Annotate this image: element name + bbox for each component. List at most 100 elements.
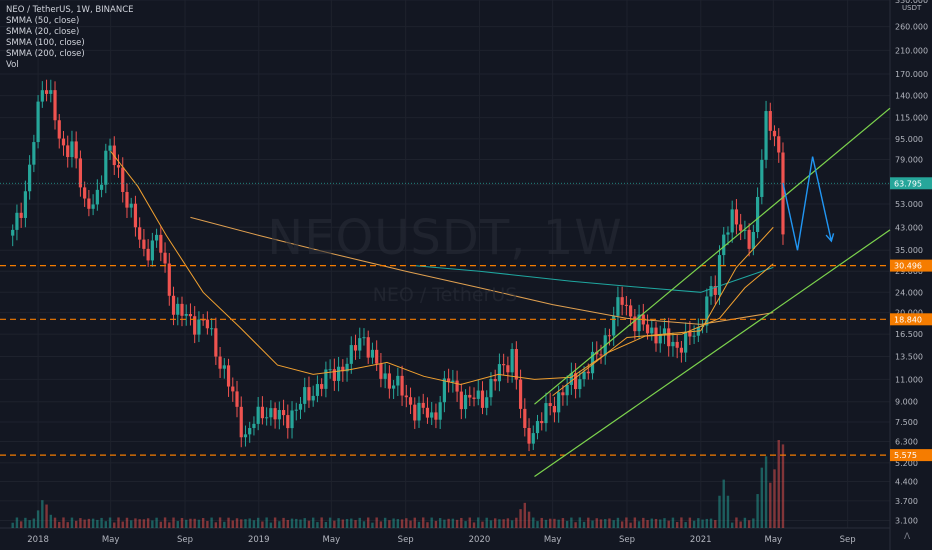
volume-bar	[113, 522, 116, 528]
legend-indicator[interactable]: Vol	[6, 60, 19, 70]
candle-body	[379, 363, 383, 379]
candle-body	[226, 365, 231, 387]
chart-legend: NEO / TetherUS, 1W, BINANCE SMMA (50, cl…	[6, 5, 134, 71]
candle-body	[176, 303, 180, 315]
volume-bar	[739, 521, 742, 528]
volume-bar	[261, 521, 264, 528]
x-tick-label: Sep	[619, 535, 635, 545]
candle-body	[129, 203, 133, 208]
volume-bar	[540, 517, 543, 528]
candle-body	[633, 316, 637, 332]
volume-bar	[443, 519, 446, 528]
volume-bar	[227, 517, 230, 528]
y-tick-label: 9.000	[895, 398, 918, 407]
x-tick-label: May	[323, 535, 341, 545]
volume-bar	[532, 517, 535, 528]
candle-body	[620, 297, 624, 305]
candle-body	[235, 391, 239, 407]
candle-body	[303, 387, 307, 404]
volume-bar	[333, 520, 336, 528]
forecast-path-line	[782, 156, 833, 251]
candle-body	[421, 402, 425, 408]
legend-indicator[interactable]: SMMA (20, close)	[6, 27, 80, 37]
volume-bar	[206, 520, 209, 528]
candle-body	[413, 404, 417, 421]
y-tick-label: 95.000	[895, 135, 923, 144]
volume-bar	[163, 517, 167, 528]
candle-body	[755, 196, 760, 232]
candle-body	[11, 229, 15, 236]
candle-body	[739, 224, 743, 231]
support-price-tag	[890, 313, 932, 326]
y-tick-label: 5.200	[895, 459, 918, 468]
volume-bar	[125, 517, 129, 528]
volume-bar	[701, 519, 704, 528]
volume-bar	[396, 519, 400, 528]
candle-body	[260, 406, 265, 419]
legend-indicator[interactable]: SMMA (200, close)	[6, 49, 85, 59]
volume-bar	[290, 518, 294, 528]
candle-body	[159, 234, 163, 253]
volume-bar	[760, 467, 764, 528]
candle-body	[730, 209, 734, 233]
y-tick-label: 79.000	[895, 155, 923, 164]
volume-bar	[87, 518, 91, 528]
volume-bar	[134, 518, 137, 528]
candle-body	[396, 375, 400, 386]
candle-body	[700, 325, 705, 328]
volume-bar	[722, 479, 725, 528]
volume-bar	[730, 522, 734, 528]
candle-body	[472, 397, 476, 399]
candle-body	[99, 184, 104, 190]
candle-body	[523, 408, 527, 428]
volume-bar	[100, 517, 103, 528]
candle-body	[281, 410, 286, 416]
candle-body	[734, 209, 739, 225]
candle-body	[502, 364, 506, 366]
volume-bar	[709, 518, 713, 528]
legend-indicator[interactable]: SMMA (100, close)	[6, 38, 85, 48]
volume-bar	[130, 520, 133, 528]
candle-body	[667, 328, 671, 347]
y-tick-label: 7.500	[895, 418, 918, 427]
volume-bar	[523, 502, 527, 528]
y-tick-label: 13.500	[895, 352, 923, 361]
candle-body	[336, 366, 341, 381]
candle-body	[116, 165, 121, 168]
legend-indicator[interactable]: SMMA (50, close)	[6, 16, 80, 26]
candle-body	[53, 90, 57, 121]
volume-bar	[388, 520, 391, 528]
support-price-tag	[890, 449, 932, 462]
candle-body	[514, 349, 518, 380]
candle-body	[438, 402, 442, 420]
volume-bar	[409, 520, 412, 528]
candle-body	[434, 412, 438, 420]
candle-body	[83, 187, 87, 199]
support-price-label: 30.496	[894, 262, 922, 271]
volume-bar	[286, 519, 289, 528]
candle-body	[671, 341, 675, 347]
volume-bar	[777, 440, 780, 528]
volume-bar	[599, 519, 603, 528]
volume-bar	[74, 520, 78, 528]
volume-bar	[248, 518, 251, 528]
candle-body	[239, 406, 243, 438]
y-tick-label: 16.500	[895, 330, 923, 339]
candle-body	[248, 428, 252, 435]
smma-200-line	[414, 265, 774, 293]
candle-body	[180, 303, 184, 316]
legend-title[interactable]: NEO / TetherUS, 1W, BINANCE	[6, 5, 134, 15]
volume-bar	[646, 520, 649, 528]
candle-body	[468, 394, 472, 398]
candle-body	[493, 378, 497, 382]
candle-body	[705, 296, 709, 326]
volume-bar	[502, 519, 505, 528]
tradingview-logo-icon[interactable]: Λ	[904, 532, 911, 542]
candle-body	[616, 297, 620, 316]
candle-body	[645, 324, 650, 334]
candle-body	[624, 304, 628, 306]
pair-watermark: NEO / TetherUS	[372, 284, 518, 306]
volume-bar	[773, 469, 776, 528]
candle-body	[19, 212, 23, 218]
